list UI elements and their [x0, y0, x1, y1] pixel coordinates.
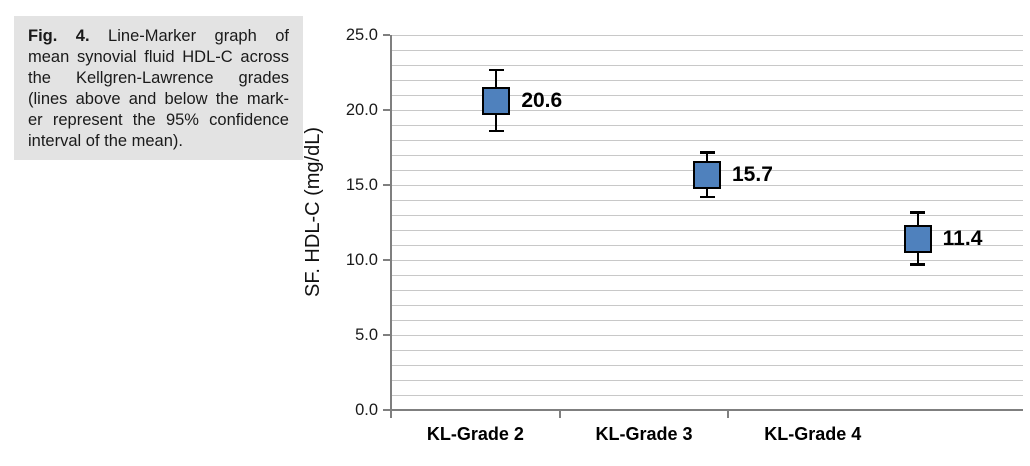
- x-tick: [390, 411, 392, 418]
- y-tick-label: 20.0: [345, 101, 378, 119]
- gridline: [391, 379, 1023, 381]
- marker: [693, 160, 721, 189]
- gridline: [391, 274, 1023, 276]
- caption-line: the Kellgren-Lawrence grades: [28, 69, 289, 87]
- gridline: [391, 259, 1023, 261]
- error-bar-cap-bottom: [488, 129, 504, 132]
- x-tick: [727, 411, 730, 418]
- y-tick-label: 10.0: [345, 251, 378, 269]
- gridline: [391, 109, 1023, 111]
- gridline: [391, 304, 1023, 306]
- gridline: [391, 394, 1023, 396]
- gridline: [391, 94, 1023, 96]
- y-tick: [383, 259, 390, 261]
- gridline: [391, 244, 1023, 246]
- gridline: [391, 199, 1023, 201]
- figure-caption: Fig. 4. Line-Marker graph of mean synovi…: [14, 16, 303, 160]
- y-tick-label: 0.0: [355, 401, 378, 419]
- gridline: [391, 319, 1023, 321]
- gridline: [391, 64, 1023, 66]
- y-tick: [383, 409, 390, 411]
- y-tick: [383, 184, 390, 186]
- x-category-label: KL-Grade 2: [426, 424, 524, 444]
- data-label: 20.6: [521, 89, 563, 112]
- caption-line: mean synovial fluid HDL-C across: [28, 48, 289, 66]
- caption-line: interval of the mean).: [28, 132, 183, 150]
- caption-line: er represent the 95% confidence: [28, 111, 289, 129]
- caption-text: Line-Marker graph of: [108, 27, 289, 45]
- gridline: [391, 229, 1023, 231]
- y-axis-title: SF. HDL-C (mg/dL): [302, 126, 324, 298]
- x-category-label: KL-Grade 4: [764, 424, 862, 444]
- gridline: [391, 349, 1023, 351]
- figure-number-label: Fig. 4.: [28, 27, 90, 45]
- error-bar-cap-bottom: [910, 263, 926, 266]
- caption-line: Fig. 4. Line-Marker graph of: [28, 26, 289, 47]
- error-bar-cap-bottom: [699, 195, 715, 198]
- marker: [482, 87, 511, 115]
- error-bar-cap-top: [910, 211, 926, 214]
- x-axis-line: [389, 409, 1023, 411]
- y-tick-label: 5.0: [355, 326, 378, 344]
- gridline: [391, 334, 1023, 336]
- gridline: [391, 289, 1023, 291]
- x-category-label: KL-Grade 3: [595, 424, 693, 444]
- gridline: [391, 79, 1023, 81]
- gridline: [391, 364, 1023, 366]
- data-label: 15.7: [732, 162, 773, 186]
- y-tick: [383, 109, 390, 111]
- y-axis-line: [389, 35, 392, 411]
- error-bar-cap-top: [488, 68, 504, 71]
- y-tick: [383, 34, 390, 36]
- y-tick-label: 25.0: [345, 26, 378, 44]
- marker: [903, 225, 932, 253]
- error-bar-cap-top: [699, 151, 715, 154]
- gridline: [391, 139, 1023, 141]
- y-tick-label: 15.0: [345, 176, 378, 194]
- x-tick: [558, 411, 561, 418]
- caption-line: (lines above and below the mark-: [28, 90, 289, 108]
- gridline: [391, 49, 1023, 51]
- gridline: [391, 124, 1023, 126]
- gridline: [391, 34, 1023, 36]
- y-tick: [383, 334, 390, 336]
- gridline: [391, 214, 1023, 216]
- data-label: 11.4: [942, 227, 983, 250]
